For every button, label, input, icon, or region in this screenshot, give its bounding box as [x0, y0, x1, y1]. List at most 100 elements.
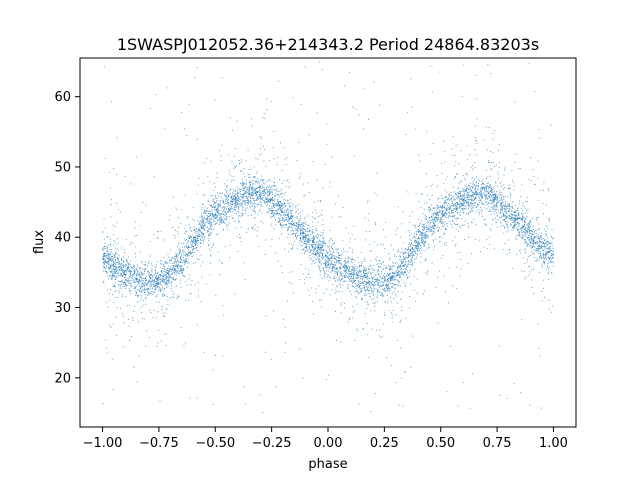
data-point	[309, 226, 311, 228]
data-point	[144, 268, 146, 270]
data-point	[244, 200, 246, 202]
data-point	[187, 255, 189, 257]
data-point	[296, 218, 298, 220]
data-point	[411, 232, 413, 234]
data-point	[512, 217, 514, 220]
data-point	[205, 210, 208, 212]
data-point	[282, 211, 284, 213]
data-point	[486, 186, 488, 188]
data-point	[468, 206, 470, 208]
data-point	[469, 199, 471, 201]
data-point	[122, 269, 125, 272]
data-point	[349, 281, 351, 283]
data-point	[380, 280, 382, 282]
data-point	[391, 268, 393, 270]
data-point	[263, 186, 265, 188]
data-point	[152, 275, 154, 277]
data-point	[465, 207, 467, 209]
data-point	[409, 245, 411, 247]
data-point	[342, 265, 344, 267]
data-point	[509, 197, 511, 199]
data-point	[175, 274, 177, 276]
data-point	[409, 269, 411, 271]
data-point	[177, 266, 179, 268]
data-point	[150, 284, 152, 286]
data-point	[514, 204, 517, 206]
data-point	[326, 266, 328, 268]
data-point	[295, 210, 297, 212]
data-point	[431, 214, 433, 216]
data-point	[350, 258, 352, 260]
data-point	[255, 203, 257, 205]
data-point	[168, 274, 170, 276]
data-point	[185, 261, 187, 263]
data-point	[441, 209, 443, 211]
data-point	[405, 256, 407, 258]
data-point	[370, 260, 372, 262]
data-point	[126, 262, 128, 264]
data-point	[411, 255, 413, 257]
data-point	[330, 263, 332, 265]
data-point	[389, 276, 391, 279]
data-point	[105, 255, 107, 257]
data-point	[428, 216, 430, 218]
data-point	[524, 252, 526, 254]
data-point	[139, 267, 142, 269]
data-point	[539, 251, 541, 253]
data-point	[372, 269, 374, 272]
data-point	[292, 224, 294, 226]
data-point	[103, 266, 105, 269]
data-point	[124, 275, 126, 277]
data-point	[501, 202, 503, 204]
data-point	[345, 275, 347, 277]
data-point	[311, 241, 314, 243]
data-point	[299, 223, 301, 225]
data-point	[151, 281, 153, 283]
data-point	[445, 202, 447, 204]
data-point	[165, 278, 167, 280]
data-point	[197, 234, 199, 236]
data-point	[494, 206, 496, 208]
data-point	[209, 224, 211, 226]
data-point	[202, 233, 204, 235]
data-point	[423, 226, 425, 228]
data-point	[241, 209, 244, 211]
data-point	[163, 288, 166, 290]
data-point	[545, 254, 547, 256]
data-point	[160, 285, 162, 287]
data-point	[477, 187, 479, 190]
data-point	[507, 224, 509, 226]
data-point	[529, 245, 531, 247]
data-point	[228, 215, 230, 217]
data-point	[121, 280, 123, 283]
data-point	[186, 257, 188, 260]
data-point	[456, 196, 458, 198]
data-point	[110, 274, 112, 276]
data-point	[180, 269, 182, 271]
data-point	[301, 231, 303, 233]
data-point	[269, 186, 271, 189]
data-point	[409, 249, 411, 251]
data-point	[309, 229, 312, 231]
data-point	[375, 288, 377, 290]
data-point	[324, 266, 327, 268]
data-point	[112, 260, 114, 262]
data-point	[520, 217, 522, 219]
data-point	[408, 243, 410, 246]
data-point	[274, 198, 276, 200]
data-point	[228, 194, 230, 196]
data-point	[105, 257, 107, 259]
data-point	[171, 268, 173, 271]
data-point	[250, 188, 253, 190]
data-point	[524, 241, 526, 243]
data-point	[551, 271, 553, 273]
data-point	[481, 181, 483, 183]
data-point	[236, 202, 239, 204]
data-point	[478, 200, 480, 202]
data-point	[149, 276, 151, 278]
data-point	[433, 231, 435, 233]
data-point	[327, 266, 329, 269]
data-point	[395, 269, 397, 271]
data-point	[511, 224, 513, 226]
data-point	[138, 282, 140, 284]
